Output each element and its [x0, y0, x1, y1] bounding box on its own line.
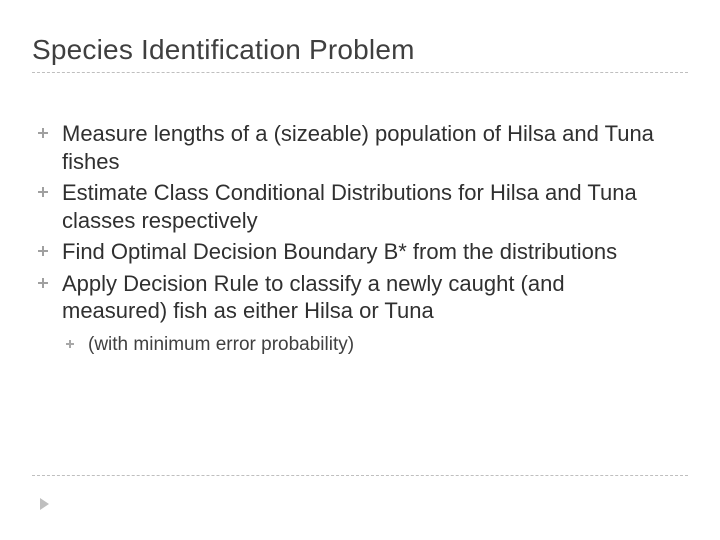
- footer-rule: [32, 475, 688, 476]
- slide-marker-icon: [40, 498, 49, 510]
- title-underline: [32, 72, 688, 73]
- bullet-list: Measure lengths of a (sizeable) populati…: [32, 120, 672, 357]
- title-block: Species Identification Problem: [32, 34, 688, 73]
- list-item: Find Optimal Decision Boundary B* from t…: [32, 238, 672, 266]
- sub-bullet-list: (with minimum error probability): [62, 333, 672, 358]
- list-item: (with minimum error probability): [62, 333, 672, 358]
- bullet-text: (with minimum error probability): [88, 334, 354, 355]
- list-item: Apply Decision Rule to classify a newly …: [32, 270, 672, 358]
- bullet-text: Measure lengths of a (sizeable) populati…: [62, 121, 654, 174]
- slide-title: Species Identification Problem: [32, 34, 688, 66]
- list-item: Estimate Class Conditional Distributions…: [32, 179, 672, 234]
- bullet-text: Find Optimal Decision Boundary B* from t…: [62, 239, 617, 264]
- bullet-text: Apply Decision Rule to classify a newly …: [62, 271, 565, 324]
- bullet-text: Estimate Class Conditional Distributions…: [62, 180, 637, 233]
- slide: Species Identification Problem Measure l…: [0, 0, 720, 540]
- body-block: Measure lengths of a (sizeable) populati…: [32, 120, 672, 361]
- list-item: Measure lengths of a (sizeable) populati…: [32, 120, 672, 175]
